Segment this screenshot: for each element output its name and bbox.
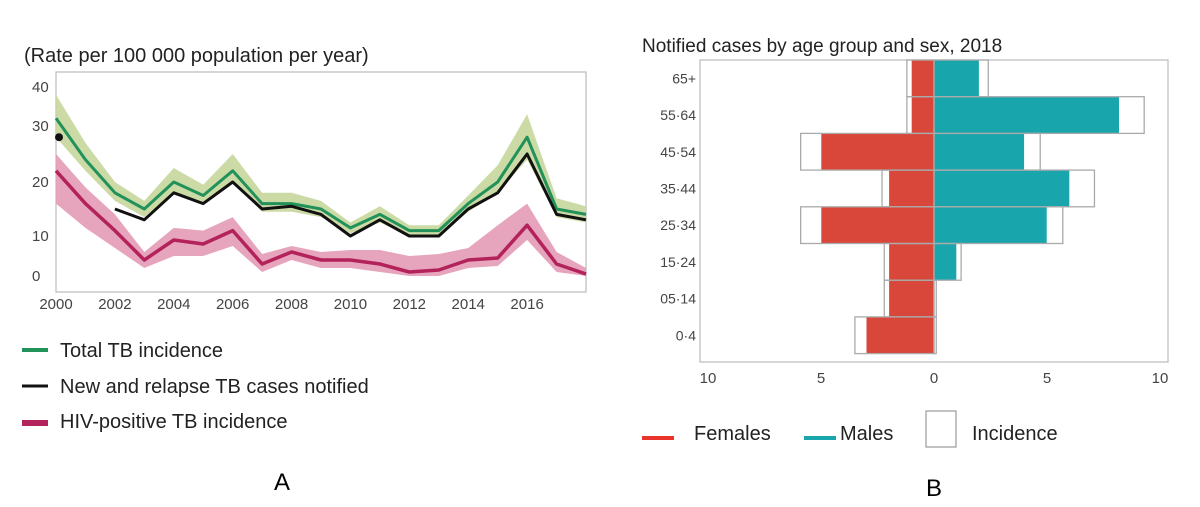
line-hiv-positive-tb-incidence [54, 169, 587, 276]
chart-b-title: Notified cases by age group and sex, 201… [642, 36, 1002, 57]
legend-label-incidence: Incidence [972, 423, 1058, 445]
chart-a-title: (Rate per 100 000 population per year) [24, 45, 369, 67]
bar-females-55-64 [911, 96, 935, 134]
chart-b-legend: Females Males Incidence [642, 410, 1058, 448]
x-tick-label-2012: 2012 [393, 296, 426, 313]
x-tick-label-2000: 2000 [39, 296, 72, 313]
panel-label-b: B [926, 475, 942, 502]
chart-b-incidence-outlines [800, 59, 1145, 355]
bar-females-05-14 [888, 279, 935, 318]
x-tick-label-2006: 2006 [216, 296, 249, 313]
bar-females-35-44 [888, 169, 935, 208]
legend-label-new-relapse: New and relapse TB cases notified [60, 376, 369, 398]
age-label-35-44: 35·44 [660, 180, 696, 196]
bar-males-45-54 [933, 133, 1025, 171]
legend-label-males: Males [840, 423, 893, 445]
x-tick-label-2010: 2010 [334, 296, 367, 313]
x-tick-label-2016: 2016 [510, 296, 543, 313]
chart-a-x-axis: 2000 2002 2004 2006 2008 2010 2012 2014 2016 [39, 296, 543, 313]
age-label-15-24: 15·24 [660, 254, 696, 270]
x-tick-label-2008: 2008 [275, 296, 308, 313]
y-tick-label-10: 10 [32, 228, 49, 245]
bar-males-55-64 [933, 96, 1120, 134]
line-total-tb-incidence [54, 117, 587, 233]
incidence-male-0-4 [933, 316, 937, 355]
legend-label-females: Females [694, 423, 771, 445]
bar-females-45-54 [820, 133, 935, 171]
chart-a-markers [55, 133, 63, 142]
chart-a-series-lines [54, 117, 587, 276]
y-tick-label-0: 0 [32, 268, 40, 285]
x-tick-label-2004: 2004 [157, 296, 190, 313]
chart-b-y-axis: 65+ 55·64 45·54 35·44 25·34 15·24 05·14 0·4 [660, 70, 696, 343]
incidence-male-05-14 [933, 279, 937, 318]
x-tick-label-3: 5 [1043, 370, 1051, 387]
panel-label-a: A [274, 469, 290, 496]
bar-females-65 [911, 59, 935, 98]
line-new-and-relapse-tb-cases-notified [114, 152, 587, 238]
age-label-05-14: 05·14 [660, 291, 696, 307]
y-tick-label-30: 30 [32, 118, 49, 135]
chart-b-x-axis: 10 5 0 5 10 [700, 370, 1169, 387]
bar-females-25-34 [820, 206, 935, 244]
panel-a: (Rate per 100 000 population per year) 0… [22, 45, 587, 496]
x-tick-label-2: 0 [930, 370, 938, 387]
bar-females-15-24 [888, 243, 935, 281]
x-tick-label-0: 10 [700, 370, 717, 387]
bar-males-65 [933, 59, 980, 98]
chart-a-y-axis: 0 10 20 30 40 [32, 79, 49, 285]
band-hiv-positive-tb-incidence [56, 154, 586, 276]
bar-males-15-24 [933, 243, 957, 281]
x-tick-label-4: 10 [1152, 370, 1169, 387]
chart-a-legend: Total TB incidence New and relapse TB ca… [22, 340, 369, 433]
panel-b: Notified cases by age group and sex, 201… [642, 36, 1169, 502]
x-tick-label-1: 5 [817, 370, 825, 387]
marker-0 [55, 133, 63, 142]
age-label-25-34: 25·34 [660, 217, 696, 233]
legend-label-total-tb: Total TB incidence [60, 340, 223, 362]
incidence-male-25-34 [933, 206, 1064, 245]
y-tick-label-20: 20 [32, 174, 49, 191]
legend-swatch-incidence [925, 410, 957, 448]
y-tick-label-40: 40 [32, 79, 49, 96]
age-label-65: 65+ [672, 70, 696, 86]
x-tick-label-2014: 2014 [452, 296, 485, 313]
x-tick-label-2002: 2002 [98, 296, 131, 313]
age-label-0-4: 0·4 [676, 327, 696, 343]
bar-males-35-44 [933, 169, 1070, 208]
legend-label-hiv-positive: HIV-positive TB incidence [60, 411, 288, 433]
age-label-45-54: 45·54 [660, 144, 696, 160]
incidence-male-15-24 [933, 242, 962, 281]
bar-males-25-34 [933, 206, 1048, 244]
bar-females-0-4 [865, 316, 935, 354]
age-label-55-64: 55·64 [660, 107, 696, 123]
